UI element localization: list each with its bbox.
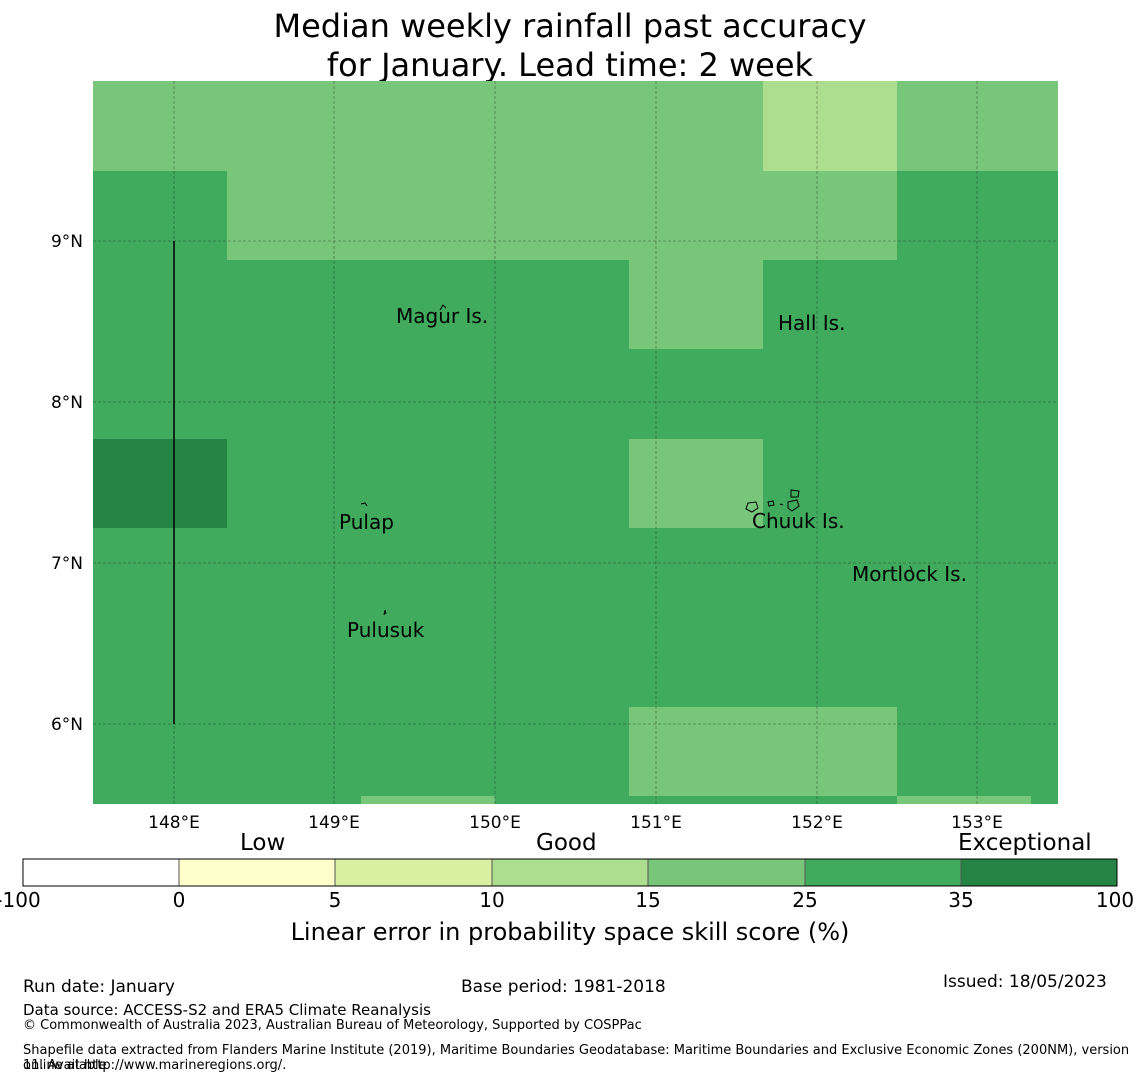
grid-cell	[93, 81, 763, 171]
graticule	[93, 81, 1058, 804]
y-tick-label: 6°N	[51, 715, 83, 735]
colorbar-tick-label: 100	[1095, 888, 1135, 912]
pulusuk-island-shape	[383, 609, 387, 616]
place-label: Magur Is.	[396, 304, 488, 328]
issued-date: Issued: 18/05/2023	[943, 972, 1107, 992]
place-label: Mortlock Is.	[852, 562, 967, 586]
base-period: Base period: 1981-2018	[461, 977, 666, 997]
colorbar-segment	[961, 859, 1117, 886]
magur-island-shape	[439, 304, 447, 311]
colorbar-tick-label: -100	[0, 888, 41, 912]
run-date: Run date: January	[23, 977, 175, 997]
shapefile-credit-line2: online at http://www.marineregions.org/.	[23, 1058, 287, 1073]
skill-grid	[93, 81, 1058, 804]
colorbar-segment	[805, 859, 961, 886]
y-tick-label: 9°N	[51, 232, 83, 252]
x-tick-label: 149°E	[308, 813, 360, 833]
chuuk-island-shape	[767, 500, 775, 507]
chart-title-line2: for January. Lead time: 2 week	[326, 46, 814, 84]
colorbar-tick-label: 5	[328, 888, 342, 912]
grid-cell	[227, 171, 897, 260]
colorbar-frame	[22, 858, 1118, 887]
grid-cell	[629, 260, 763, 349]
grid-cell	[763, 81, 897, 171]
mortlock-island-shape	[909, 565, 913, 571]
colorbar-title: Linear error in probability space skill …	[290, 918, 850, 946]
colorbar-tick-label: 25	[792, 888, 818, 912]
grid-cell	[629, 707, 897, 796]
colorbar-tick-label: 35	[948, 888, 974, 912]
copyright-notice: © Commonwealth of Australia 2023, Austra…	[23, 1018, 642, 1033]
legend-category-low: Low	[240, 830, 286, 856]
grid-cell	[897, 81, 1058, 171]
x-tick-label: 150°E	[469, 813, 521, 833]
colorbar-tick-label: 10	[479, 888, 505, 912]
chuuk-island-shape	[779, 503, 784, 506]
colorbar-segment	[492, 859, 648, 886]
colorbar-tick-label: 0	[172, 888, 186, 912]
y-tick-label: 8°N	[51, 393, 83, 413]
grid-cell	[93, 439, 227, 528]
data-source: Data source: ACCESS-S2 and ERA5 Climate …	[23, 1001, 431, 1019]
place-label: Chuuk Is.	[752, 509, 845, 533]
legend-category-exceptional: Exceptional	[958, 830, 1092, 856]
place-label: Hall Is.	[778, 311, 845, 335]
grid-cell	[897, 796, 1031, 804]
chart-title-line1: Median weekly rainfall past accuracy	[273, 7, 867, 45]
pulap-island-shape	[360, 502, 368, 507]
x-tick-label: 153°E	[951, 813, 1003, 833]
place-label: Pulap	[339, 510, 394, 534]
shapefile-credit-line1: Shapefile data extracted from Flanders M…	[23, 1043, 1130, 1073]
colorbar-segment	[648, 859, 805, 886]
grid-cell	[361, 796, 495, 804]
chuuk-island-shape	[787, 499, 800, 512]
colorbar	[22, 858, 1118, 887]
colorbar-tick-label: 15	[635, 888, 661, 912]
colorbar-segment	[335, 859, 492, 886]
chuuk-island-shape	[745, 501, 759, 513]
colorbar-segment	[23, 859, 179, 886]
grid-cell	[629, 439, 763, 528]
place-label: Pulusuk	[347, 618, 425, 642]
y-tick-label: 7°N	[51, 554, 83, 574]
x-tick-label: 152°E	[791, 813, 843, 833]
chuuk-lagoon-shape	[790, 489, 800, 498]
x-tick-label: 148°E	[148, 813, 200, 833]
island-shapes	[360, 304, 913, 616]
legend-category-good: Good	[536, 830, 597, 856]
colorbar-segment	[179, 859, 335, 886]
x-tick-label: 151°E	[630, 813, 682, 833]
